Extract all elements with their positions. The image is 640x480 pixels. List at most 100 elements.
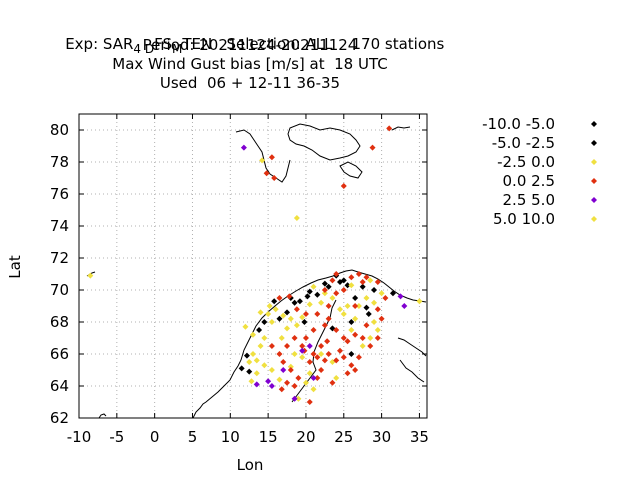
data-point (374, 335, 381, 341)
title-rest: TEN Selection: ALL 170 stations (182, 35, 445, 53)
x-tick-label: 0 (150, 428, 160, 446)
x-tick-label: 5 (188, 428, 198, 446)
data-point (306, 301, 313, 308)
data-point (302, 311, 309, 317)
data-point (261, 362, 268, 369)
coastline-svalbard-north (287, 123, 361, 161)
data-point (261, 335, 268, 341)
data-point (371, 319, 378, 325)
plot-frame (78, 113, 428, 419)
grid-layer (78, 114, 427, 419)
data-point (284, 343, 291, 349)
data-point (359, 343, 366, 349)
tick-layer: -10 -5 0 5 10 15 20 25 30 35 62 64 66 68 70 72 74 76 78 80 (50, 114, 429, 446)
data-point (337, 306, 343, 313)
data-point (344, 282, 351, 289)
coastline-kola-south (399, 359, 425, 383)
data-point (344, 370, 351, 377)
data-point (284, 325, 291, 332)
data-point (295, 375, 302, 381)
data-point (272, 306, 279, 313)
data-point (286, 293, 293, 300)
data-point (318, 343, 325, 349)
x-tick-label: -10 (67, 428, 92, 446)
data-point (291, 351, 298, 357)
data-point (321, 290, 328, 297)
data-point (242, 323, 249, 330)
data-point (389, 290, 396, 297)
data-point (416, 298, 423, 305)
data-point (321, 280, 328, 287)
legend-entry-marker (591, 121, 597, 127)
y-tick-label: 68 (50, 313, 69, 331)
data-point (401, 303, 408, 309)
data-point (240, 144, 247, 151)
chart-title-line-1: Exp: SAR4 DFSMTEN Selection: ALL 170 sta… (0, 16, 500, 59)
data-point (340, 354, 347, 361)
data-point (344, 338, 351, 345)
data-point (363, 295, 370, 301)
data-point (299, 347, 306, 354)
data-point (257, 343, 264, 349)
data-point (363, 322, 370, 329)
data-point (310, 375, 317, 381)
data-point (314, 311, 321, 317)
data-point (287, 315, 294, 322)
title-sub-m: M (171, 42, 183, 56)
data-point (253, 381, 260, 388)
data-point (333, 375, 340, 381)
data-point (268, 383, 275, 389)
data-point (340, 311, 347, 317)
data-point (337, 347, 343, 354)
data-point (276, 295, 283, 301)
coastline-norway-sweden (192, 269, 427, 419)
data-point (295, 395, 302, 402)
data-point (363, 274, 370, 281)
data-point (248, 378, 255, 385)
data-point (293, 322, 300, 329)
chart-title-variable: Max Wind Gust bias [m/s] at 18 UTC (112, 55, 388, 73)
data-point (324, 338, 331, 345)
data-point (340, 287, 347, 293)
data-points-layer (87, 125, 423, 405)
legend-entry-marker (591, 178, 597, 184)
data-point (271, 298, 278, 305)
data-point (280, 312, 287, 319)
data-point (329, 295, 336, 301)
data-point (355, 354, 362, 361)
data-point (340, 335, 347, 341)
data-point (299, 343, 306, 349)
data-point (352, 295, 359, 301)
data-point (253, 370, 260, 377)
data-point (337, 279, 343, 285)
data-point (302, 335, 309, 341)
legend-entry-label: -5.0 -2.5 (492, 134, 555, 152)
data-point (276, 351, 283, 357)
data-point (355, 303, 362, 309)
data-point (284, 379, 291, 386)
data-point (365, 311, 372, 317)
y-tick-label: 70 (50, 281, 69, 299)
data-point (310, 351, 317, 357)
data-point (333, 290, 340, 297)
data-point (280, 367, 287, 373)
data-point (250, 351, 256, 357)
data-point (314, 291, 321, 298)
legend-entry-label: 2.5 5.0 (503, 191, 555, 209)
data-point (352, 315, 359, 322)
data-point (321, 287, 328, 293)
data-point (291, 335, 298, 341)
data-point (325, 283, 332, 290)
legend-entry-marker (591, 140, 597, 146)
data-point (344, 303, 351, 309)
x-tick-label: 35 (410, 428, 429, 446)
data-point (325, 303, 332, 309)
data-point (321, 357, 328, 364)
data-point (304, 293, 311, 300)
data-point (325, 351, 332, 357)
y-tick-label: 74 (50, 217, 69, 235)
coastline-svalbard-west (235, 129, 291, 183)
y-tick-label: 80 (50, 121, 69, 139)
x-tick-label: 10 (221, 428, 240, 446)
